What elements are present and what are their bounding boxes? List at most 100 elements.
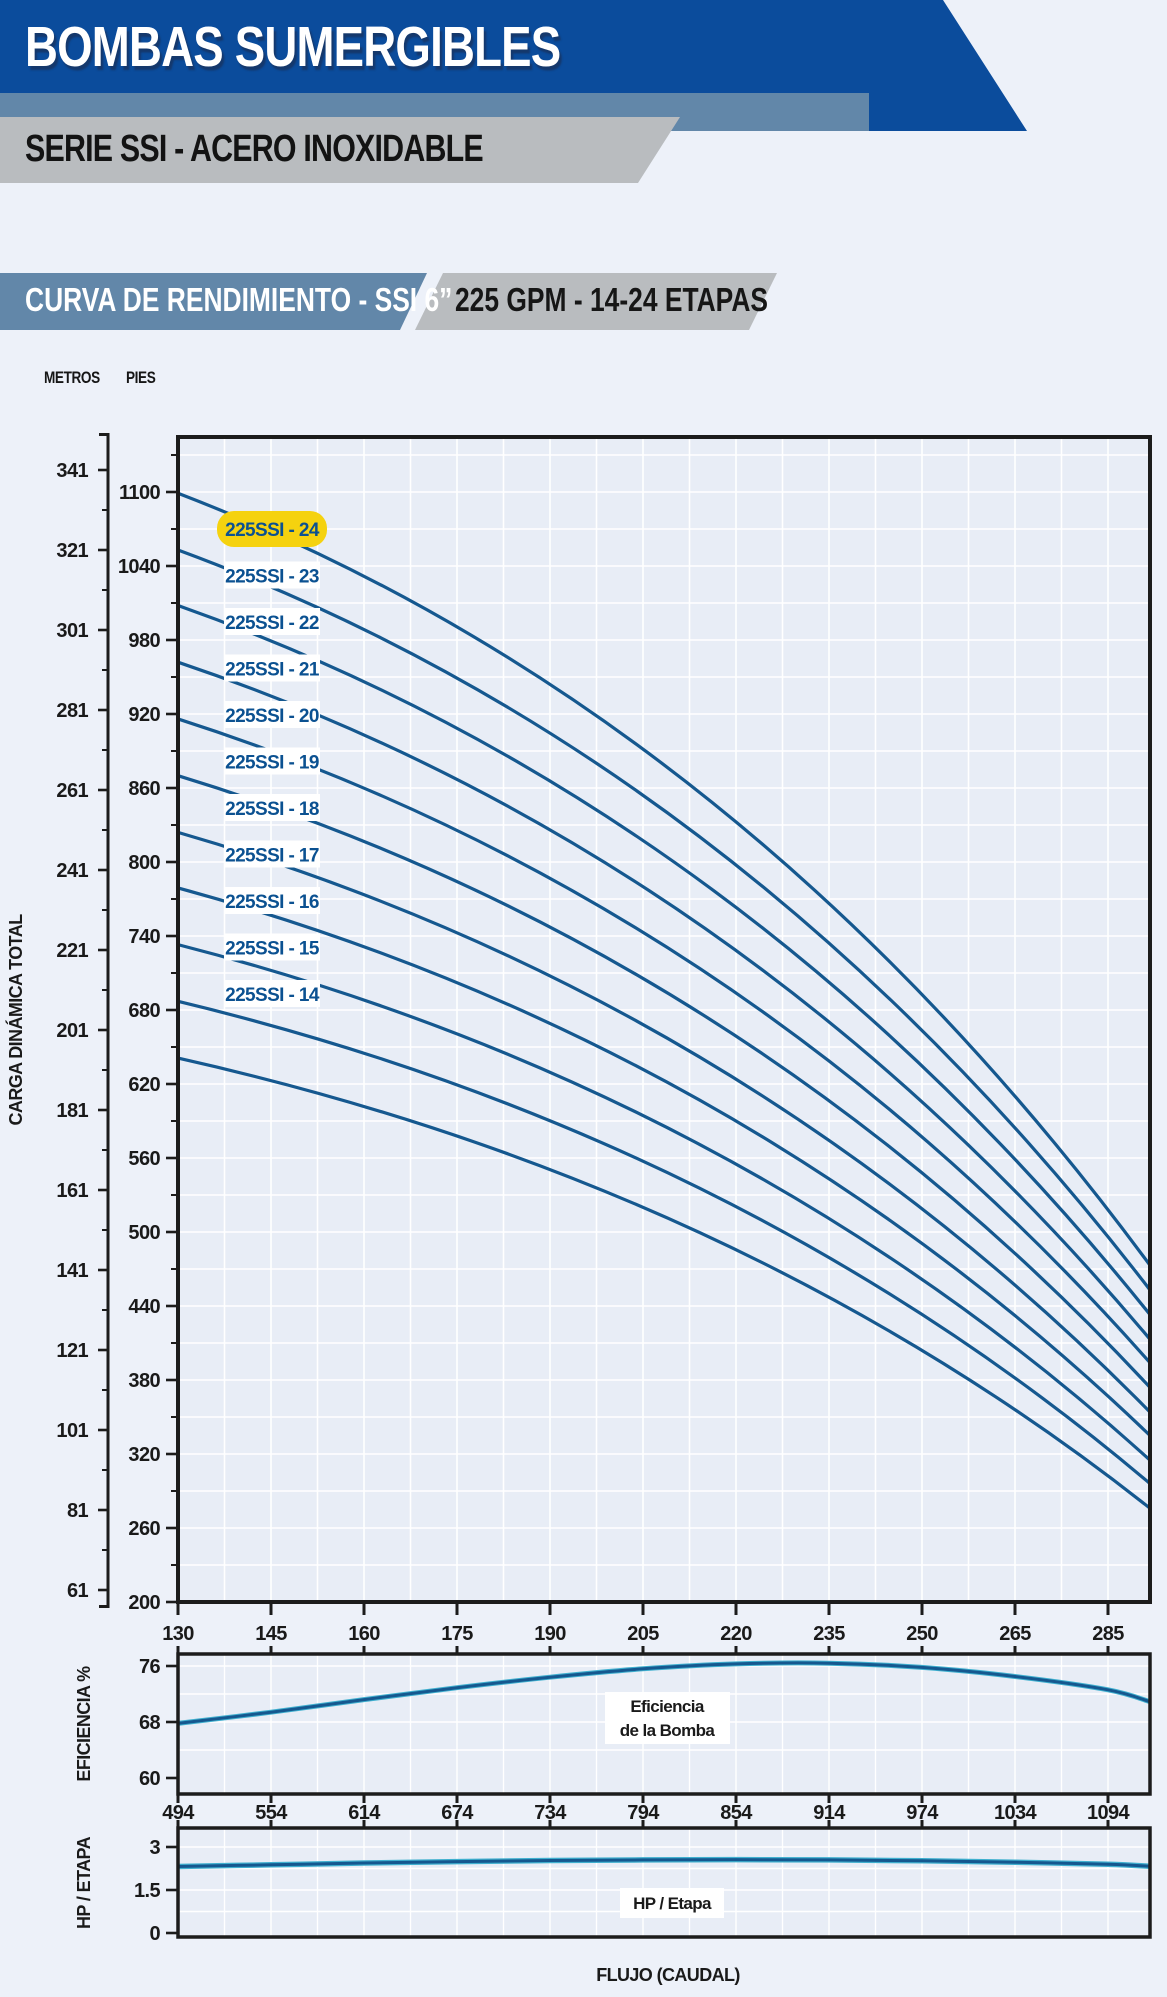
curve-label-22: 225SSI - 22: [225, 613, 319, 634]
header-gray-banner: [0, 117, 680, 183]
pies-tick-label: 1040: [118, 556, 161, 578]
pies-tick-label: 440: [128, 1296, 160, 1318]
pump-curve-14: [177, 1056, 1151, 1510]
curve-banner-subtitle: 225 GPM - 14-24 ETAPAS: [455, 281, 768, 318]
pump-curve-22: [177, 603, 1152, 1316]
hp-y-tick-label: 0: [149, 1923, 160, 1945]
lpm-tick-label: 494: [162, 1802, 195, 1824]
pies-tick-label: 500: [128, 1222, 160, 1244]
pies-tick-label: 740: [128, 926, 160, 948]
curve-label-bg-15: [224, 933, 320, 961]
metros-tick-label: 161: [56, 1180, 88, 1202]
curve-banner-right: [415, 273, 777, 330]
curve-banner-left: [0, 273, 427, 330]
curve-label-16: 225SSI - 16: [225, 892, 319, 913]
pump-curve-17: [177, 886, 1152, 1437]
gpm-tick-label: 130: [162, 1623, 194, 1645]
curve-label-bg-22: [224, 608, 320, 635]
pies-tick-label: 200: [128, 1592, 160, 1614]
curve-label-bg-19: [224, 747, 320, 775]
lpm-tick-label: 734: [534, 1802, 567, 1824]
efficiency-label-line2: de la Bomba: [620, 1721, 716, 1740]
curve-label-bg-20: [224, 701, 320, 728]
efficiency-plot-border: [176, 1652, 1152, 1796]
pump-curve-16: [177, 943, 1152, 1462]
hp-label-box: [620, 1888, 724, 1918]
gpm-tick-label: 175: [441, 1623, 473, 1645]
gpm-tick-label: 250: [906, 1623, 938, 1645]
lpm-tick-label: 1034: [994, 1802, 1038, 1824]
metros-tick-label: 81: [67, 1500, 89, 1522]
curve-label-bg-17: [224, 840, 320, 868]
lpm-tick-label: 1094: [1087, 1802, 1131, 1824]
pies-tick-label: 560: [128, 1148, 160, 1170]
lpm-tick-label: 674: [441, 1802, 474, 1824]
pies-tick-label: 980: [128, 630, 160, 652]
main-y-axis-title: CARGA DINÁMICA TOTAL: [5, 914, 26, 1126]
curve-label-bg-18: [224, 794, 320, 821]
efficiency-label-box: [605, 1692, 730, 1744]
lpm-tick-label: 554: [255, 1802, 288, 1824]
main-plot-background: [178, 437, 1150, 1602]
efficiency-y-tick-label: 68: [139, 1712, 161, 1734]
hp-axis-title: HP / ETAPA: [74, 1836, 94, 1929]
efficiency-y-tick-label: 76: [139, 1656, 161, 1678]
metros-tick-label: 241: [56, 860, 88, 882]
curve-label-bg-16: [224, 887, 320, 914]
pies-tick-label: 260: [128, 1518, 160, 1540]
lpm-tick-label: 914: [813, 1802, 846, 1824]
pies-tick-label: 920: [128, 704, 160, 726]
lpm-tick-label: 614: [348, 1802, 381, 1824]
efficiency-curve: [177, 1661, 1151, 1725]
pies-tick-label: 320: [128, 1444, 160, 1466]
gpm-tick-label: 265: [999, 1623, 1031, 1645]
curve-label-14: 225SSI - 14: [225, 985, 320, 1006]
lpm-tick-label: 854: [720, 1802, 753, 1824]
hp-label: HP / Etapa: [633, 1894, 712, 1913]
curve-label-bg-14: [224, 980, 320, 1007]
gpm-tick-label: 160: [348, 1623, 380, 1645]
metros-tick-label: 321: [56, 540, 88, 562]
main-plot-border: [176, 435, 1152, 1604]
lpm-tick-label: 974: [906, 1802, 939, 1824]
curve-label-bg-21: [224, 654, 320, 682]
curve-label-20: 225SSI - 20: [225, 706, 319, 727]
page-title: BOMBAS SUMERGIBLES: [25, 15, 561, 79]
metros-tick-label: 201: [56, 1020, 88, 1042]
curve-label-17: 225SSI - 17: [225, 846, 319, 867]
pump-curve-24: [177, 491, 1152, 1267]
metros-tick-label: 141: [56, 1260, 88, 1282]
pump-curve-18: [177, 830, 1152, 1414]
metros-tick-label: 341: [56, 460, 88, 482]
efficiency-label-line1: Eficiencia: [630, 1697, 705, 1716]
pies-tick-label: 380: [128, 1370, 160, 1392]
page-subtitle: SERIE SSI - ACERO INOXIDABLE: [25, 128, 484, 170]
curve-label-highlight-24: [217, 511, 327, 547]
hp-y-tick-label: 3: [149, 1837, 160, 1859]
metros-tick-label: 101: [56, 1420, 88, 1442]
metros-tick-label: 281: [56, 700, 88, 722]
hp-curve: [177, 1858, 1151, 1868]
metros-tick-label: 121: [56, 1340, 88, 1362]
pies-tick-label: 1100: [119, 482, 160, 504]
curve-label-21: 225SSI - 21: [225, 660, 320, 681]
curve-banner-title: CURVA DE RENDIMIENTO - SSI 6”: [25, 281, 453, 318]
pump-curve-23: [177, 548, 1152, 1291]
flow-axis-title: FLUJO (CAUDAL): [596, 1965, 740, 1985]
curve-label-bg-23: [224, 561, 320, 589]
hp-plot-background: [178, 1828, 1150, 1937]
curve-label-24: 225SSI - 24: [225, 520, 320, 541]
curve-label-19: 225SSI - 19: [225, 753, 319, 774]
curve-label-15: 225SSI - 15: [225, 939, 320, 960]
lpm-tick-label: 794: [627, 1802, 660, 1824]
pies-tick-label: 680: [128, 1000, 160, 1022]
curve-label-18: 225SSI - 18: [225, 799, 319, 820]
metros-tick-label: 221: [56, 940, 88, 962]
metros-tick-label: 261: [56, 780, 88, 802]
pies-tick-label: 620: [128, 1074, 160, 1096]
gpm-tick-label: 285: [1092, 1623, 1124, 1645]
gpm-tick-label: 235: [813, 1623, 845, 1645]
efficiency-axis-title: EFICIENCIA %: [74, 1666, 94, 1782]
pies-tick-label: 800: [128, 852, 160, 874]
